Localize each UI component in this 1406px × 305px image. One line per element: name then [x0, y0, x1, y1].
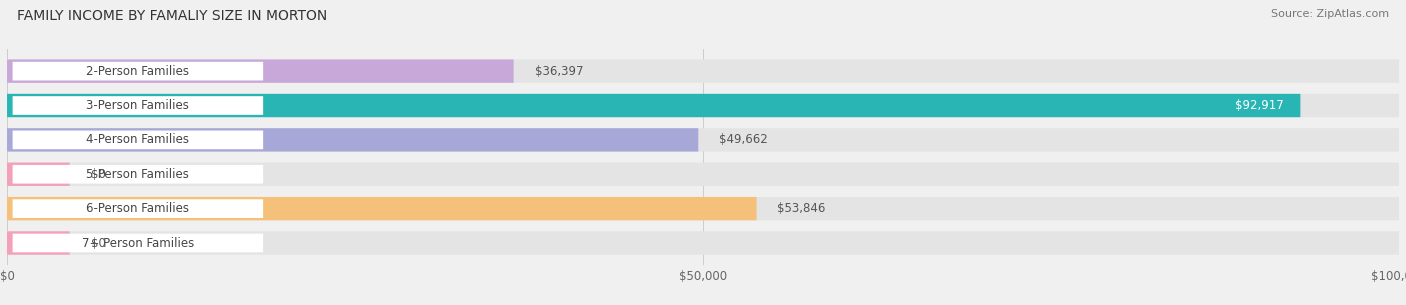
- FancyBboxPatch shape: [13, 165, 263, 184]
- Text: 4-Person Families: 4-Person Families: [86, 133, 190, 146]
- FancyBboxPatch shape: [7, 231, 70, 255]
- Text: $49,662: $49,662: [720, 133, 768, 146]
- Text: 3-Person Families: 3-Person Families: [86, 99, 190, 112]
- Text: 6-Person Families: 6-Person Families: [86, 202, 190, 215]
- FancyBboxPatch shape: [7, 163, 1399, 186]
- Text: $0: $0: [90, 168, 105, 181]
- Text: 5-Person Families: 5-Person Families: [86, 168, 190, 181]
- FancyBboxPatch shape: [7, 197, 756, 220]
- Text: 2-Person Families: 2-Person Families: [86, 65, 190, 78]
- FancyBboxPatch shape: [7, 163, 70, 186]
- FancyBboxPatch shape: [7, 94, 1301, 117]
- Text: $0: $0: [90, 236, 105, 249]
- FancyBboxPatch shape: [13, 62, 263, 81]
- FancyBboxPatch shape: [7, 94, 1399, 117]
- FancyBboxPatch shape: [7, 128, 1399, 152]
- Text: $92,917: $92,917: [1234, 99, 1284, 112]
- Text: FAMILY INCOME BY FAMALIY SIZE IN MORTON: FAMILY INCOME BY FAMALIY SIZE IN MORTON: [17, 9, 328, 23]
- FancyBboxPatch shape: [7, 231, 1399, 255]
- FancyBboxPatch shape: [7, 59, 1399, 83]
- Text: Source: ZipAtlas.com: Source: ZipAtlas.com: [1271, 9, 1389, 19]
- FancyBboxPatch shape: [13, 234, 263, 252]
- FancyBboxPatch shape: [13, 96, 263, 115]
- Text: $36,397: $36,397: [534, 65, 583, 78]
- FancyBboxPatch shape: [7, 128, 699, 152]
- FancyBboxPatch shape: [7, 197, 1399, 220]
- Text: 7+ Person Families: 7+ Person Families: [82, 236, 194, 249]
- FancyBboxPatch shape: [13, 199, 263, 218]
- Text: $53,846: $53,846: [778, 202, 825, 215]
- FancyBboxPatch shape: [7, 59, 513, 83]
- FancyBboxPatch shape: [13, 131, 263, 149]
